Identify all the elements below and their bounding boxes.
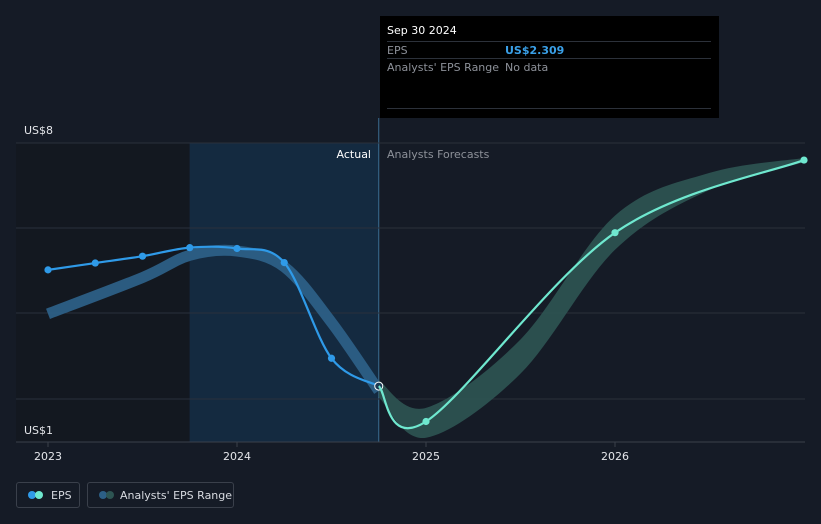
eps-actual-point[interactable] (327, 354, 336, 362)
eps-forecast-point[interactable] (800, 156, 808, 164)
eps-actual-line (47, 245, 380, 388)
tooltip-row-range: Analysts' EPS Range No data (387, 58, 711, 76)
eps-actual-point[interactable] (91, 259, 99, 267)
eps-actual-point[interactable] (186, 244, 194, 252)
eps-range-band-forecast (378, 157, 804, 439)
eps-actual-point[interactable] (138, 252, 147, 260)
eps-series (44, 156, 808, 430)
tooltip-eps-label: EPS (387, 44, 408, 57)
eps-actual-point[interactable] (280, 259, 288, 267)
eps-actual-point[interactable] (44, 266, 52, 274)
tooltip-range-label: Analysts' EPS Range (387, 61, 500, 74)
x-tick-label: 2023 (34, 450, 62, 463)
eps-dot-icon (28, 491, 43, 499)
eps-forecast-line (377, 159, 805, 430)
grid (16, 142, 805, 443)
y-axis-top-label: US$8 (24, 124, 53, 137)
x-tick-label: 2026 (601, 450, 629, 463)
legend-range-label: Analysts' EPS Range (120, 489, 233, 502)
eps-forecast-point[interactable] (422, 417, 430, 426)
x-tick-label: 2024 (223, 450, 251, 463)
legend-eps-label: EPS (51, 489, 72, 502)
tooltip-row-eps: EPS US$2.309 (387, 41, 711, 59)
x-tick-label: 2025 (412, 450, 440, 463)
legend-item-eps[interactable]: EPS (16, 482, 80, 508)
tooltip-date: Sep 30 2024 (387, 24, 457, 37)
y-axis-bottom-label: US$1 (24, 424, 53, 437)
tooltip-range-value: No data (505, 61, 549, 74)
tooltip-eps-value: US$2.309 (505, 44, 565, 57)
eps-forecast-point[interactable] (611, 229, 619, 237)
tooltip-divider (387, 108, 711, 109)
tooltip: Sep 30 2024 EPS US$2.309 Analysts' EPS R… (380, 16, 719, 118)
eps-actual-point[interactable] (233, 244, 241, 253)
actual-highlight-region (189, 143, 379, 442)
legend-item-range[interactable]: Analysts' EPS Range (87, 482, 234, 508)
section-label-forecast: Analysts Forecasts (387, 148, 490, 161)
x-axis-ticks: 2023 2024 2025 2026 (34, 442, 629, 463)
section-label-actual: Actual (337, 148, 371, 161)
range-dot-icon (99, 491, 114, 499)
